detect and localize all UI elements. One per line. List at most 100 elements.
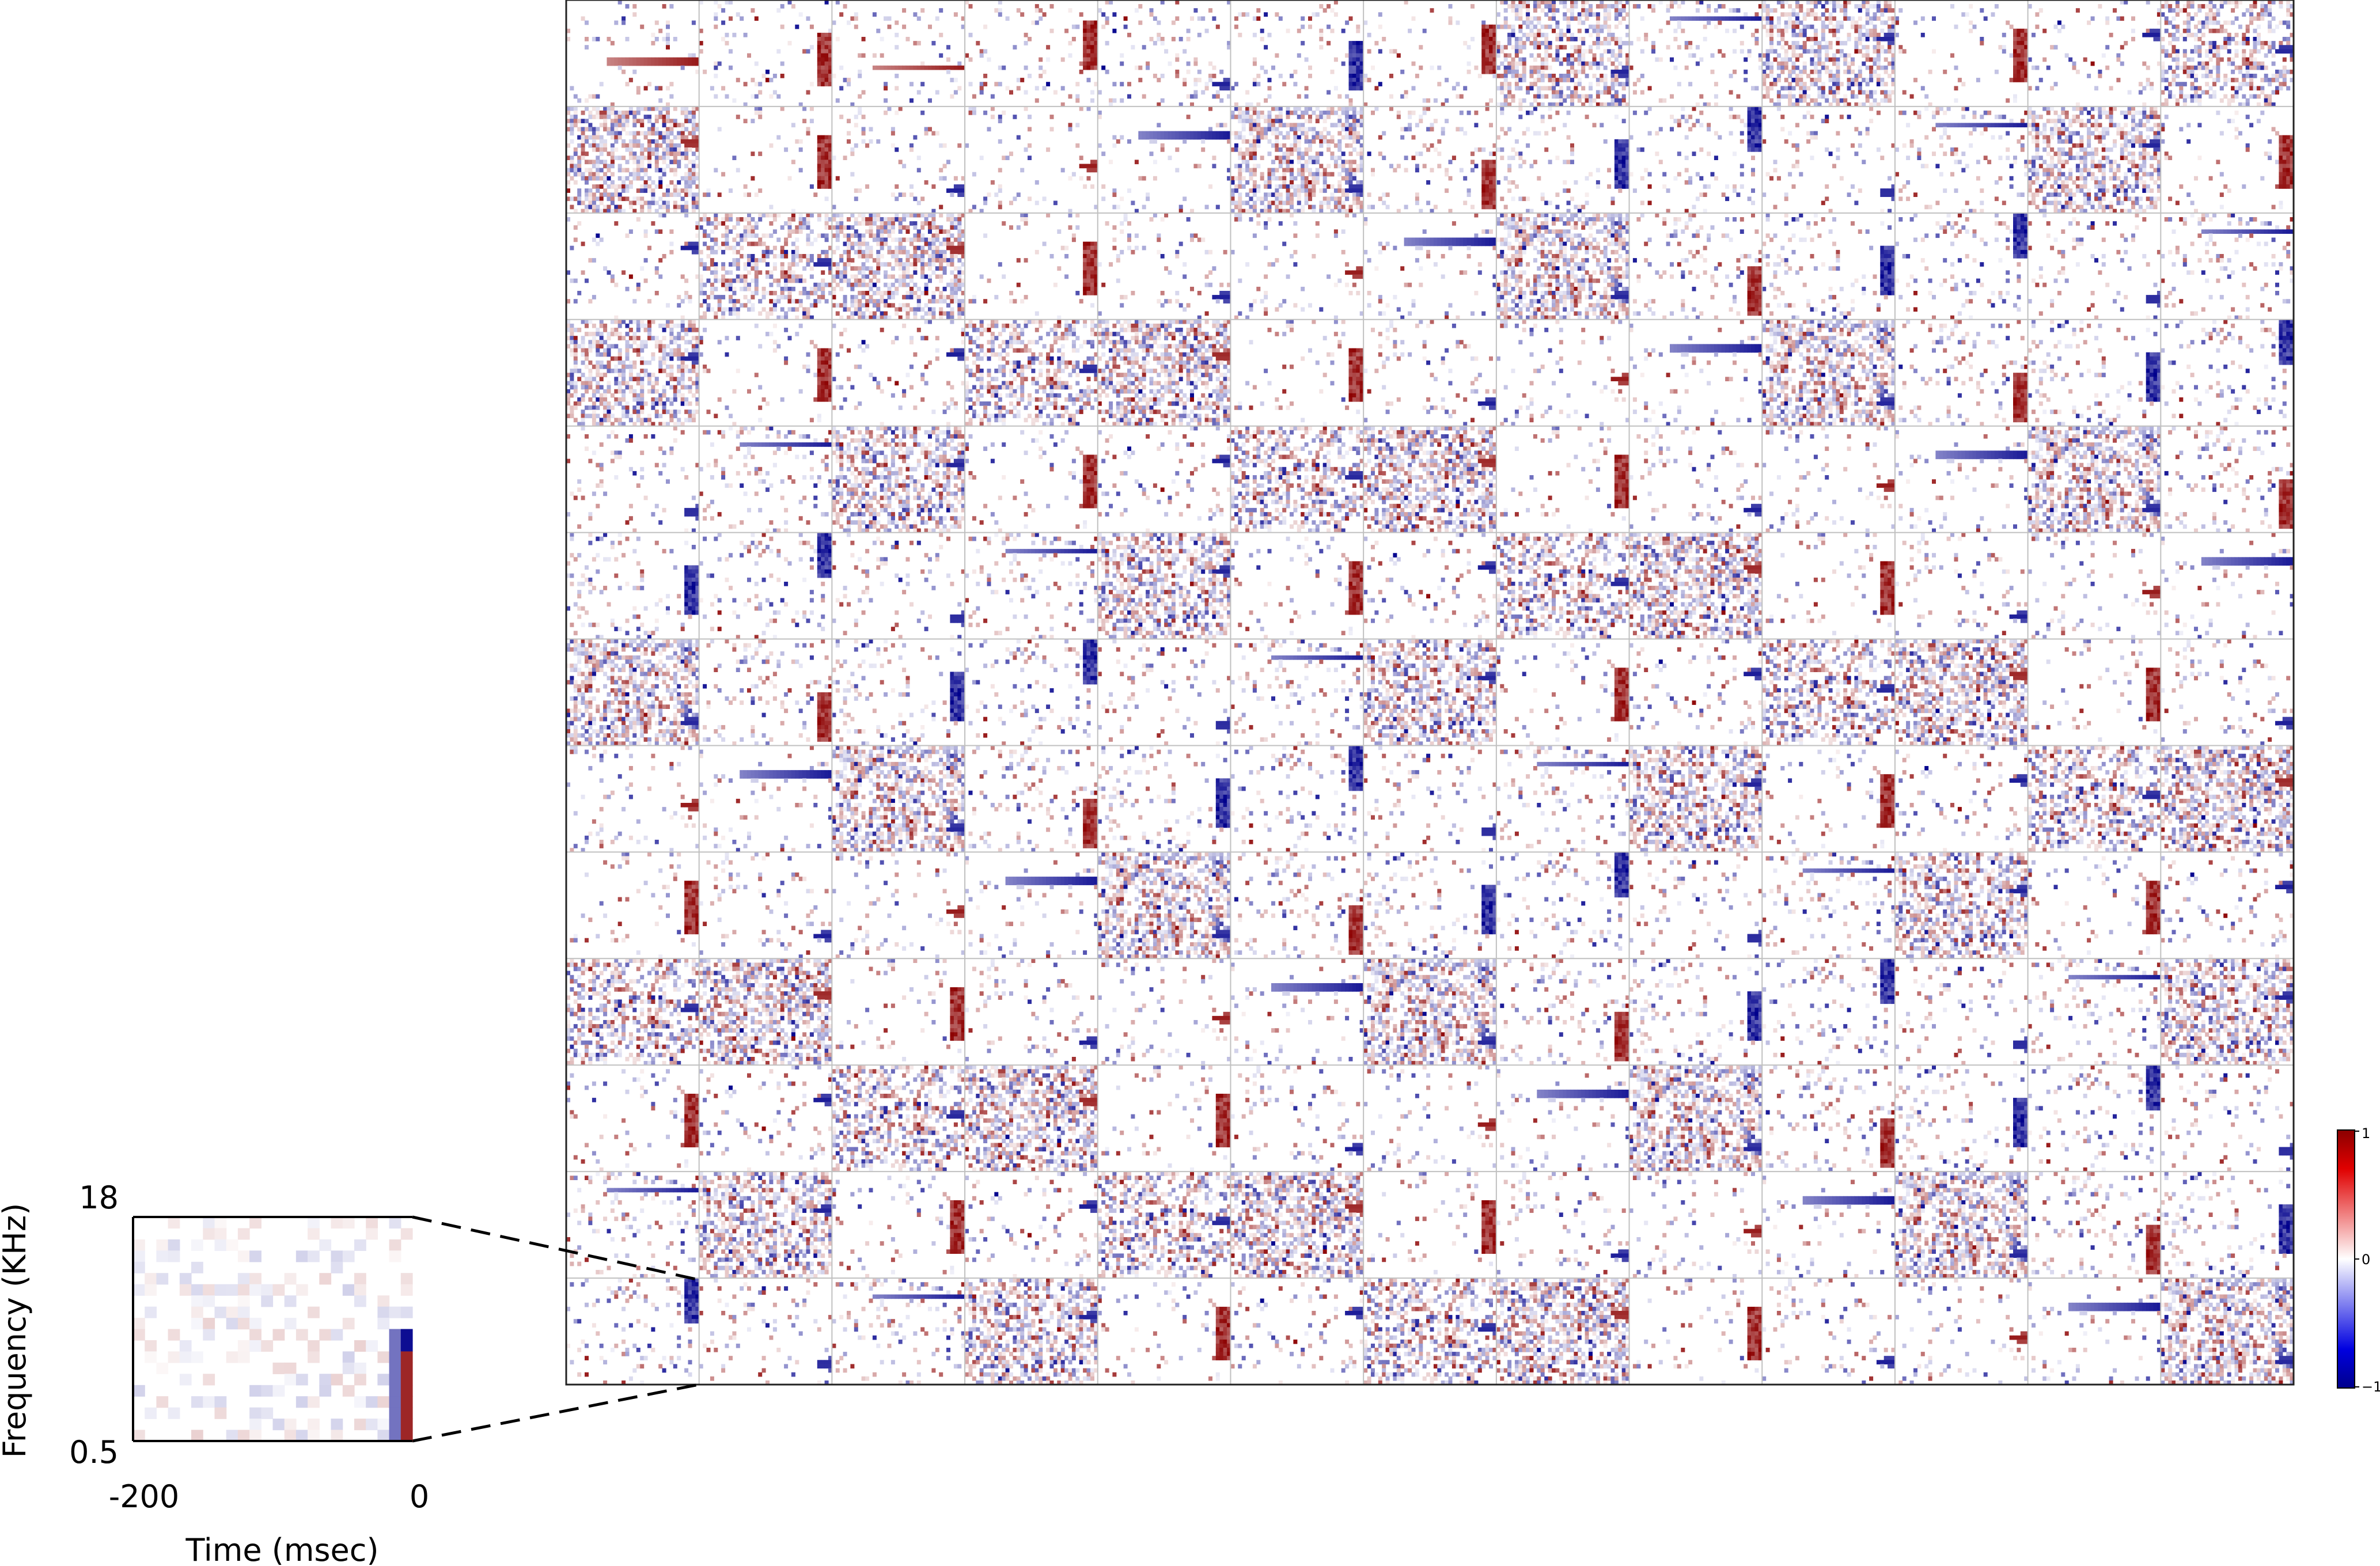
inset-xtick-0: 0 (410, 1478, 429, 1515)
inset-pixel (203, 1329, 215, 1341)
inset-pixel (331, 1250, 343, 1262)
inset-pixel (133, 1250, 145, 1262)
rf-cell-r8-c5 (1234, 852, 1364, 958)
inset-pixel (168, 1329, 180, 1341)
inset-pixel (249, 1273, 262, 1284)
inset-pixel (261, 1295, 273, 1307)
inset-pixel (401, 1307, 413, 1318)
inset-pixel (401, 1374, 413, 1385)
rf-cell-r1-c5 (1231, 107, 1364, 214)
rf-cell-r9-c1 (699, 958, 832, 1065)
inset-pixel (145, 1307, 157, 1318)
inset-pixel (285, 1363, 297, 1374)
rf-cell-r6-c0 (566, 639, 699, 746)
rf-cell-r12-c9 (1762, 1278, 1895, 1385)
inset-pixel (389, 1363, 401, 1374)
inset-pixel (238, 1228, 250, 1239)
zoom-connector-top (412, 1217, 699, 1280)
rf-cell-r3-c4 (1098, 320, 1231, 427)
inset-pixel (168, 1239, 180, 1251)
rf-cell-r9-c0 (566, 958, 699, 1065)
rf-cell-r8-c10 (1895, 852, 2028, 958)
inset-pixel (133, 1318, 145, 1329)
rf-cell-r10-c8 (1629, 1065, 1763, 1172)
inset-pixel (238, 1351, 250, 1363)
rf-cell-r5-c0 (566, 533, 699, 640)
inset-pixel (354, 1374, 366, 1385)
inset-pixel (354, 1273, 366, 1284)
inset-pixel (249, 1419, 262, 1430)
rf-cell-r7-c10 (1895, 746, 2028, 853)
inset-pixel (203, 1374, 215, 1385)
rf-cell-r4-c4 (1098, 426, 1231, 533)
inset-pixel (401, 1419, 413, 1430)
rf-cell-r12-c2 (832, 1278, 965, 1385)
inset-pixel (285, 1374, 297, 1385)
inset-pixel (156, 1363, 168, 1374)
inset-pixel (203, 1396, 215, 1408)
inset-pixel (366, 1228, 378, 1239)
rf-cell-r0-c3 (965, 0, 1098, 107)
inset-pixel (308, 1228, 320, 1239)
inset-pixel (308, 1250, 320, 1262)
rf-cell-r3-c8 (1629, 320, 1763, 427)
inset-pixel (296, 1329, 308, 1341)
inset-pixel (249, 1318, 262, 1329)
inset-pixel (249, 1385, 262, 1397)
rf-cell-r9-c6 (1363, 958, 1496, 1065)
rf-cell-r3-c1 (699, 324, 832, 426)
inset-pixel (168, 1217, 180, 1228)
inset-pixel (354, 1396, 366, 1408)
rf-cell-r11-c4 (1098, 1171, 1231, 1279)
inset-pixel (261, 1408, 273, 1419)
rf-cell-r12-c12 (2161, 1278, 2294, 1385)
rf-cell-r11-c6 (1367, 1171, 1497, 1279)
rf-cell-r3-c2 (832, 320, 965, 427)
rf-cell-r0-c10 (1895, 4, 2028, 107)
inset-pixel (203, 1228, 215, 1239)
inset-pixel (389, 1307, 401, 1318)
rf-cell-r1-c11 (2028, 107, 2161, 214)
inset-pixel (238, 1295, 250, 1307)
rf-cell-r12-c7 (1496, 1278, 1629, 1385)
rf-cell-r8-c7 (1496, 852, 1629, 958)
inset-pixel (389, 1217, 401, 1228)
rf-cell-r1-c3 (965, 107, 1098, 214)
inset-pixel (249, 1430, 262, 1442)
rf-cell-r10-c5 (1231, 1065, 1364, 1172)
inset-pixel (354, 1419, 366, 1430)
rf-cell-r4-c10 (1895, 426, 2028, 533)
inset-pixel (238, 1250, 250, 1262)
rf-cell-r4-c5 (1231, 426, 1364, 533)
inset-pixel (308, 1430, 320, 1442)
inset-pixel (296, 1284, 308, 1296)
rf-cell-r12-c4 (1098, 1282, 1231, 1385)
rf-cell-r6-c8 (1629, 639, 1763, 746)
inset-pixel (249, 1340, 262, 1352)
inset-pixel (319, 1374, 331, 1385)
inset-pixel (308, 1396, 320, 1408)
inset-pixel (389, 1419, 401, 1430)
zoom-connector-bottom (412, 1385, 699, 1441)
rf-cell-r1-c0 (566, 107, 699, 214)
inset-pixel (203, 1318, 215, 1329)
rf-cell-r8-c0 (570, 852, 699, 958)
rf-cell-r6-c5 (1231, 639, 1364, 746)
rf-cell-r5-c4 (1098, 533, 1231, 640)
rf-cell-r8-c11 (2028, 856, 2161, 959)
rf-cell-r4-c11 (2028, 426, 2161, 533)
inset-pixel (377, 1374, 389, 1385)
inset-pixel (249, 1329, 262, 1341)
inset-pixel (215, 1307, 227, 1318)
inset-pixel (273, 1363, 285, 1374)
rf-grid (566, 0, 2294, 1385)
inset-pixel (145, 1284, 157, 1296)
rf-cell-r6-c4 (1098, 639, 1231, 746)
colorbar-label-top: 1 (2362, 1125, 2370, 1142)
rf-cell-r5-c9 (1766, 533, 1896, 640)
inset-pixel (285, 1273, 297, 1284)
inset-pixel (401, 1329, 413, 1341)
inset-pixel (308, 1351, 320, 1363)
rf-cell-r7-c12 (2161, 746, 2294, 853)
inset-pixel (238, 1284, 250, 1296)
